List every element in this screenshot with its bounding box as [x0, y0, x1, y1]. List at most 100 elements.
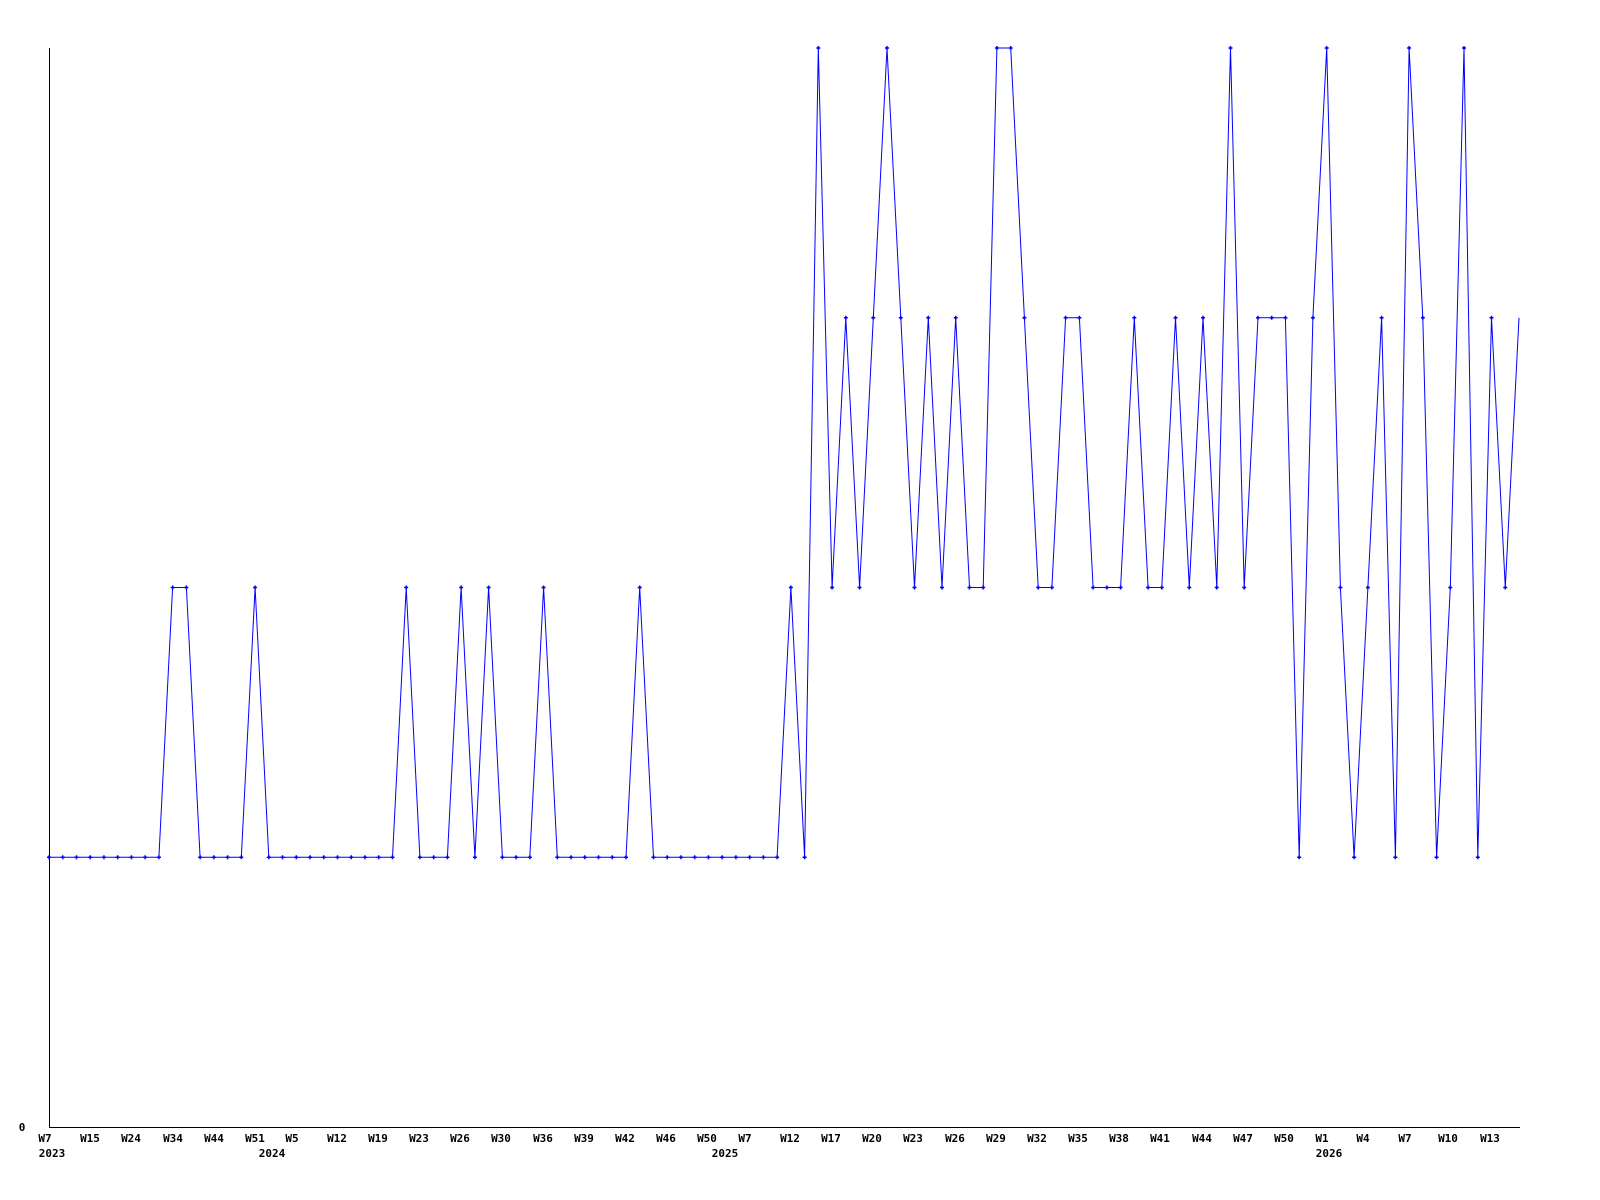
year-label: 2024 [259, 1147, 286, 1160]
data-point [1297, 855, 1302, 860]
data-point [939, 585, 944, 590]
data-point [431, 855, 436, 860]
data-point [198, 855, 203, 860]
x-tick-label: W17 [821, 1132, 841, 1145]
x-tick-label: W44 [204, 1132, 224, 1145]
data-point [308, 855, 313, 860]
data-point [1132, 315, 1137, 320]
x-tick-label: W29 [986, 1132, 1006, 1145]
x-tick-label: W12 [327, 1132, 347, 1145]
x-tick-label: W42 [615, 1132, 635, 1145]
data-point [211, 855, 216, 860]
data-point [1063, 315, 1068, 320]
data-point [184, 585, 189, 590]
x-tick-label: W7 [38, 1132, 51, 1145]
x-tick-label: W4 [1356, 1132, 1370, 1145]
data-point [1269, 315, 1274, 320]
x-tick-label: W32 [1027, 1132, 1047, 1145]
data-point [1420, 315, 1425, 320]
x-tick-label: W23 [409, 1132, 429, 1145]
data-point [1091, 585, 1096, 590]
data-point [472, 855, 477, 860]
data-point [1475, 855, 1480, 860]
data-point [1462, 46, 1467, 50]
x-tick-label: W7 [1398, 1132, 1411, 1145]
series-line-group [49, 47, 1520, 858]
data-point [101, 855, 106, 860]
data-point [1352, 855, 1357, 860]
data-point [1255, 315, 1260, 320]
data-point [1503, 585, 1508, 590]
data-point [885, 46, 890, 50]
x-tick-label: W46 [656, 1132, 676, 1145]
data-point [1008, 46, 1013, 50]
data-point [1187, 585, 1192, 590]
data-point [610, 855, 615, 860]
data-point [1228, 46, 1233, 50]
x-tick-label: W44 [1192, 1132, 1212, 1145]
data-point [843, 315, 848, 320]
x-tick-label: W26 [450, 1132, 470, 1145]
data-point [692, 855, 697, 860]
data-point [898, 315, 903, 320]
x-tick-label: W15 [80, 1132, 100, 1145]
x-tick-label: W39 [574, 1132, 594, 1145]
data-point [967, 585, 972, 590]
data-point [1077, 315, 1082, 320]
x-tick-label: W36 [533, 1132, 553, 1145]
data-point [637, 585, 642, 590]
year-label: 2026 [1316, 1147, 1343, 1160]
data-point [953, 315, 958, 320]
data-point [266, 855, 271, 860]
x-tick-label: W26 [945, 1132, 965, 1145]
data-point [115, 855, 120, 860]
year-labels: 2023 2024 2025 2026 [39, 1147, 1343, 1160]
x-tick-label: W30 [491, 1132, 511, 1145]
x-tick-label: W23 [903, 1132, 923, 1145]
data-point [761, 855, 766, 860]
data-point [143, 855, 148, 860]
year-label: 2025 [712, 1147, 739, 1160]
data-point [624, 855, 629, 860]
x-tick-label: W35 [1068, 1132, 1088, 1145]
data-point [156, 855, 161, 860]
data-point [253, 585, 258, 590]
x-tick-label: W51 [245, 1132, 265, 1145]
data-point [60, 855, 65, 860]
data-point [280, 855, 285, 860]
data-point [1214, 585, 1219, 590]
x-tick-label: W47 [1233, 1132, 1253, 1145]
data-point [294, 855, 299, 860]
data-point [802, 855, 807, 860]
data-point [747, 855, 752, 860]
data-point [1118, 585, 1123, 590]
data-point [527, 855, 532, 860]
data-point [665, 855, 670, 860]
data-point [569, 855, 574, 860]
x-tick-label: W12 [780, 1132, 800, 1145]
x-tick-label: W1 [1315, 1132, 1329, 1145]
data-point [1407, 46, 1412, 50]
data-point [926, 315, 931, 320]
x-tick-label: W19 [368, 1132, 388, 1145]
data-point [170, 585, 175, 590]
data-point [857, 585, 862, 590]
data-point [994, 46, 999, 50]
data-point [1049, 585, 1054, 590]
data-point [1489, 315, 1494, 320]
data-point [459, 585, 464, 590]
x-tick-label: W38 [1109, 1132, 1129, 1145]
data-point [1448, 585, 1453, 590]
data-point [404, 585, 409, 590]
x-tick-label: W10 [1438, 1132, 1458, 1145]
data-point [706, 855, 711, 860]
data-point [582, 855, 587, 860]
data-point [871, 315, 876, 320]
data-point [1159, 585, 1164, 590]
x-tick-label: W20 [862, 1132, 882, 1145]
data-point [555, 855, 560, 860]
data-point [830, 585, 835, 590]
data-point [651, 855, 656, 860]
data-point [720, 855, 725, 860]
